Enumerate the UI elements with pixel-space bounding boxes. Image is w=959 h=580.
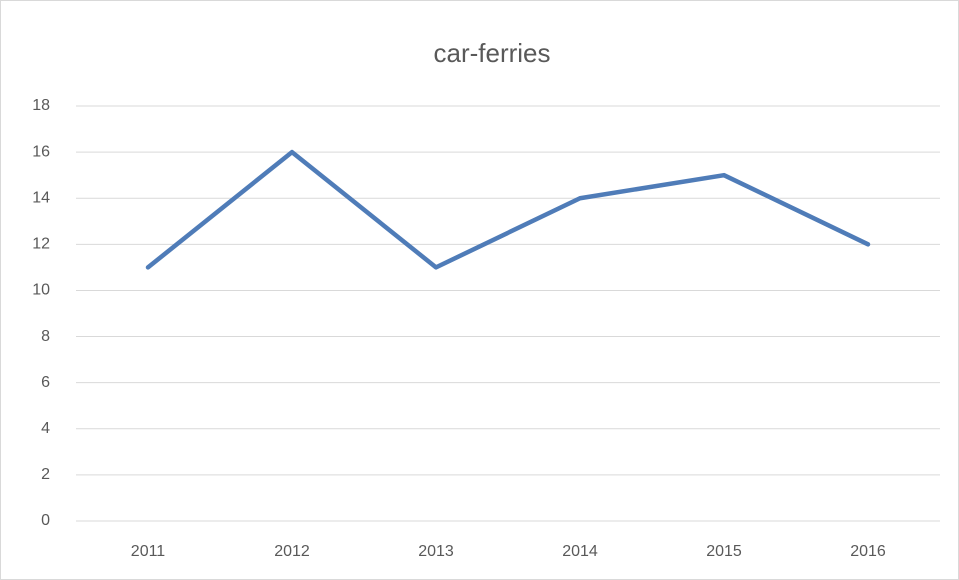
y-tick-label: 8 bbox=[41, 328, 50, 345]
y-tick-label: 6 bbox=[41, 374, 50, 391]
y-tick-label: 16 bbox=[32, 143, 50, 160]
x-tick-label: 2011 bbox=[131, 543, 166, 560]
chart-title: car-ferries bbox=[433, 38, 550, 68]
y-tick-label: 0 bbox=[41, 512, 50, 529]
y-tick-label: 10 bbox=[32, 282, 50, 299]
y-tick-label: 18 bbox=[32, 97, 50, 114]
x-tick-label: 2013 bbox=[418, 543, 454, 560]
x-tick-label: 2014 bbox=[562, 543, 598, 560]
y-tick-label: 12 bbox=[32, 236, 50, 253]
x-tick-label: 2015 bbox=[706, 543, 742, 560]
x-tick-label: 2016 bbox=[850, 543, 886, 560]
data-line bbox=[145, 149, 871, 270]
y-tick-label: 4 bbox=[41, 420, 50, 437]
y-tick-label: 14 bbox=[32, 189, 50, 206]
y-tick-label: 2 bbox=[41, 466, 50, 483]
x-tick-label: 2012 bbox=[274, 543, 310, 560]
